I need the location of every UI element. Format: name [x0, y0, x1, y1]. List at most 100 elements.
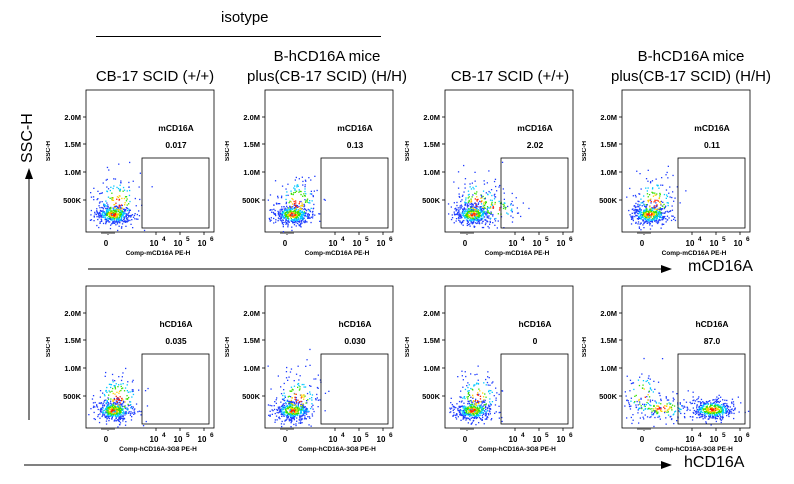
event-dot — [115, 221, 118, 223]
event-dot — [122, 207, 124, 210]
event-dot — [303, 383, 305, 386]
event-dot — [297, 365, 299, 367]
event-dot — [724, 406, 727, 408]
event-dot — [103, 203, 105, 205]
event-dot — [102, 407, 104, 409]
event-dot — [719, 410, 721, 412]
event-dot — [311, 394, 314, 396]
event-dot — [283, 221, 285, 224]
event-dot — [294, 209, 297, 211]
event-dot — [515, 197, 517, 199]
event-dot — [311, 403, 313, 405]
x-tick-exponent: 5 — [186, 432, 190, 439]
event-dot — [311, 413, 313, 415]
event-dot — [118, 384, 120, 386]
event-dot — [125, 217, 128, 219]
event-dot — [294, 215, 296, 217]
event-dot — [482, 413, 485, 415]
event-dot — [114, 419, 116, 421]
event-dot — [654, 388, 656, 390]
event-dot — [468, 213, 470, 215]
event-dot — [289, 405, 291, 407]
event-dot — [298, 224, 300, 227]
event-dot — [704, 416, 706, 418]
event-dot — [105, 423, 108, 425]
event-dot — [657, 411, 659, 413]
event-dot — [103, 216, 105, 219]
event-dot — [477, 212, 479, 214]
event-dot — [280, 386, 282, 388]
event-dot — [658, 187, 660, 189]
event-dot — [728, 412, 731, 415]
event-dot — [90, 408, 92, 410]
event-dot — [117, 419, 120, 421]
event-dot — [296, 414, 299, 417]
event-dot — [483, 209, 485, 211]
event-dot — [104, 375, 106, 377]
event-dot — [454, 208, 456, 210]
event-dot — [451, 214, 453, 216]
event-dot — [116, 391, 118, 393]
event-dot — [116, 412, 118, 414]
event-dot — [463, 396, 465, 398]
event-dot — [122, 405, 124, 407]
event-dot — [511, 210, 513, 212]
event-dot — [290, 414, 292, 416]
event-dot — [120, 180, 122, 182]
event-dot — [725, 412, 727, 414]
event-dot — [630, 400, 632, 402]
event-dot — [467, 403, 469, 405]
event-dot — [304, 201, 307, 203]
event-dot — [640, 405, 642, 407]
event-dot — [479, 215, 481, 217]
event-dot — [711, 410, 713, 412]
event-dot — [473, 188, 475, 190]
event-dot — [120, 379, 123, 382]
event-dot — [285, 221, 287, 223]
event-dot — [670, 407, 673, 409]
event-dot — [99, 211, 101, 214]
event-dot — [295, 176, 297, 179]
event-dot — [118, 420, 121, 422]
event-dot — [468, 219, 471, 222]
event-dot — [697, 411, 700, 413]
event-dot — [299, 201, 301, 203]
event-dot — [480, 401, 482, 403]
event-dot — [300, 412, 302, 415]
event-dot — [720, 408, 722, 410]
event-dot — [485, 403, 487, 405]
event-dot — [686, 407, 689, 409]
event-dot — [467, 215, 469, 218]
event-dot — [294, 204, 296, 207]
event-dot — [105, 389, 107, 392]
event-dot — [481, 419, 483, 421]
event-dot — [123, 417, 126, 420]
event-dot — [302, 195, 304, 197]
event-dot — [293, 221, 295, 224]
event-dot — [482, 416, 484, 418]
event-dot — [476, 407, 478, 409]
event-dot — [474, 411, 476, 413]
event-dot — [312, 213, 314, 215]
event-dot — [712, 415, 714, 417]
event-dot — [114, 380, 116, 382]
event-dot — [709, 410, 711, 413]
event-dot — [310, 407, 312, 410]
event-dot — [272, 211, 274, 214]
column-title-line2: plus(CB-17 SCID) (H/H) — [610, 68, 772, 85]
event-dot — [299, 190, 301, 192]
event-dot — [292, 210, 294, 213]
event-dot — [290, 406, 292, 408]
y-axis-arrowhead — [25, 168, 33, 179]
event-dot — [108, 213, 111, 215]
gate-percentage-label: 0.13 — [347, 140, 364, 150]
event-dot — [301, 220, 303, 222]
event-dot — [473, 207, 475, 210]
event-dot — [707, 401, 709, 403]
event-dot — [652, 391, 654, 393]
event-dot — [458, 210, 460, 212]
event-dot — [297, 222, 299, 225]
event-dot — [723, 403, 725, 405]
event-dot — [462, 208, 464, 210]
